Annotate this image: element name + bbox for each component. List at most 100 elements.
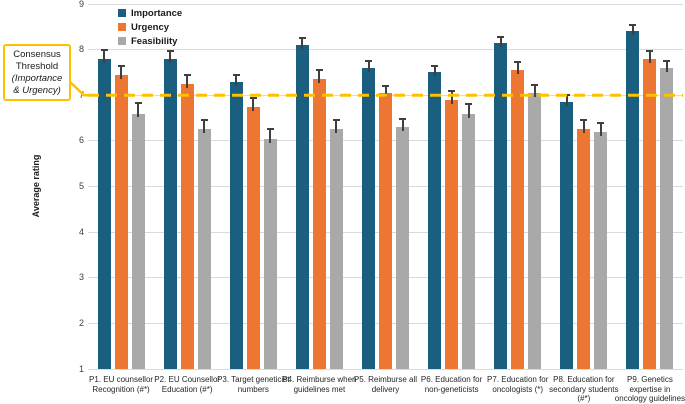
urgency-bar bbox=[379, 92, 392, 369]
y-tick-label: 8 bbox=[78, 44, 84, 55]
x-axis-label-line: non-geneticists bbox=[424, 384, 479, 394]
x-axis-label: P1. EU counsellor Recognition (#*) bbox=[83, 375, 159, 394]
importance-bar bbox=[229, 81, 243, 369]
legend-swatch bbox=[118, 37, 126, 45]
error-bar-cap bbox=[514, 60, 522, 63]
y-tick-label: 3 bbox=[78, 272, 84, 283]
error-bar-cap bbox=[249, 96, 257, 99]
urgency-bar bbox=[114, 74, 128, 369]
error-bar-cap bbox=[563, 94, 571, 97]
x-axis-label-line: P9. Genetics bbox=[627, 375, 673, 384]
error-bar-stem bbox=[269, 128, 272, 143]
x-axis-label-line: Education (#*) bbox=[161, 384, 213, 394]
feasibility-bar bbox=[528, 92, 542, 369]
urgency-bar bbox=[643, 58, 657, 369]
error-bar-stem bbox=[565, 95, 568, 107]
error-bar-stem bbox=[665, 61, 668, 72]
error-bar-cap bbox=[315, 69, 323, 72]
x-axis-label-line: P5. Reimburse all bbox=[353, 375, 418, 384]
x-axis-label-line: expertise in bbox=[629, 384, 671, 394]
error-bar-stem bbox=[103, 49, 106, 63]
error-bar-stem bbox=[384, 86, 387, 97]
x-axis-label-line: (#*) bbox=[577, 394, 591, 403]
error-bar-cap bbox=[497, 36, 505, 39]
gridline bbox=[88, 49, 683, 51]
error-bar-cap bbox=[232, 73, 240, 76]
consensus-threshold-callout: Consensus Threshold (Importance & Urgenc… bbox=[3, 44, 71, 101]
y-tick-label: 4 bbox=[78, 226, 84, 237]
x-axis-label-line: delivery bbox=[371, 384, 400, 394]
error-bar-stem bbox=[433, 65, 436, 77]
error-bar-stem bbox=[318, 70, 321, 84]
error-bar-stem bbox=[516, 61, 519, 75]
legend-item-feasibility: Feasibility bbox=[118, 34, 182, 48]
y-tick-label: 1 bbox=[78, 363, 84, 374]
error-bar-cap bbox=[382, 85, 389, 88]
error-bar-cap bbox=[663, 60, 671, 63]
gridline bbox=[88, 3, 683, 5]
gridline bbox=[88, 368, 683, 370]
x-axis-label: P2. EU Counsellor Education (#*) bbox=[149, 375, 225, 394]
error-bar-stem bbox=[335, 120, 338, 134]
importance-bar bbox=[97, 58, 111, 369]
legend-label: Importance bbox=[131, 7, 183, 19]
x-axis-label-line: numbers bbox=[237, 384, 269, 394]
y-axis-title: Average rating bbox=[31, 154, 41, 218]
error-bar-cap bbox=[166, 49, 174, 52]
error-bar-cap bbox=[465, 103, 473, 106]
x-axis-label: P6. Education for non-geneticists bbox=[414, 375, 490, 394]
error-bar-cap bbox=[298, 37, 306, 40]
x-axis-label: P4. Reimburse when guidelines met bbox=[281, 375, 357, 394]
error-bar-cap bbox=[399, 117, 406, 120]
error-bar-cap bbox=[117, 64, 125, 67]
error-bar-cap bbox=[448, 89, 456, 92]
x-axis-label-line: P6. Education for bbox=[420, 375, 483, 384]
callout-text-line: Threshold bbox=[15, 60, 59, 72]
y-tick-label: 9 bbox=[78, 0, 84, 9]
x-axis-label-line: P1. EU counsellor bbox=[89, 375, 154, 384]
feasibility-bar bbox=[329, 129, 343, 369]
x-axis-label-line: P4. Reimburse when bbox=[282, 375, 357, 384]
x-axis-label: P5. Reimburse all delivery bbox=[348, 375, 424, 394]
error-bar-cap bbox=[597, 121, 605, 124]
error-bar-stem bbox=[235, 74, 238, 86]
feasibility-bar bbox=[594, 131, 608, 369]
x-axis-label-line: oncology guidelines bbox=[614, 394, 685, 403]
urgency-bar bbox=[511, 70, 525, 369]
feasibility-bar bbox=[660, 67, 674, 369]
legend-item-importance: Importance bbox=[118, 6, 182, 20]
error-bar-stem bbox=[367, 61, 370, 72]
error-bar-stem bbox=[450, 90, 453, 104]
x-axis-label-line: Recognition (#*) bbox=[92, 384, 150, 394]
error-bar-cap bbox=[183, 73, 191, 76]
error-bar-stem bbox=[631, 24, 634, 36]
x-axis-label-line: secondary students bbox=[549, 384, 619, 394]
urgency-bar bbox=[246, 106, 260, 369]
error-bar-stem bbox=[401, 118, 404, 132]
importance-bar bbox=[295, 45, 309, 369]
error-bar-cap bbox=[332, 119, 340, 122]
error-bar-stem bbox=[120, 65, 123, 79]
error-bar-cap bbox=[531, 83, 539, 86]
error-bar-stem bbox=[252, 97, 255, 111]
error-bar-cap bbox=[646, 49, 654, 52]
importance-bar bbox=[560, 102, 574, 369]
error-bar-cap bbox=[134, 102, 142, 105]
x-axis-label-line: guidelines met bbox=[293, 384, 346, 394]
feasibility-bar bbox=[462, 113, 476, 369]
x-axis-label-line: oncologists (*) bbox=[492, 384, 544, 394]
importance-bar bbox=[626, 31, 640, 369]
x-axis-label: P8. Education for secondary students (#*) bbox=[546, 375, 622, 404]
x-axis-label-line: P8. Education for bbox=[553, 375, 615, 384]
feasibility-bar bbox=[131, 113, 145, 369]
legend-label: Urgency bbox=[131, 21, 170, 33]
error-bar-stem bbox=[648, 50, 651, 63]
importance-bar bbox=[494, 42, 508, 369]
x-axis-label: P9. Genetics expertise in oncology guideli… bbox=[612, 375, 685, 404]
callout-text-line: (Importance bbox=[11, 72, 63, 84]
error-bar-stem bbox=[169, 50, 172, 63]
error-bar-stem bbox=[203, 120, 206, 134]
y-tick-label: 6 bbox=[78, 135, 84, 146]
error-bar-cap bbox=[629, 23, 637, 26]
